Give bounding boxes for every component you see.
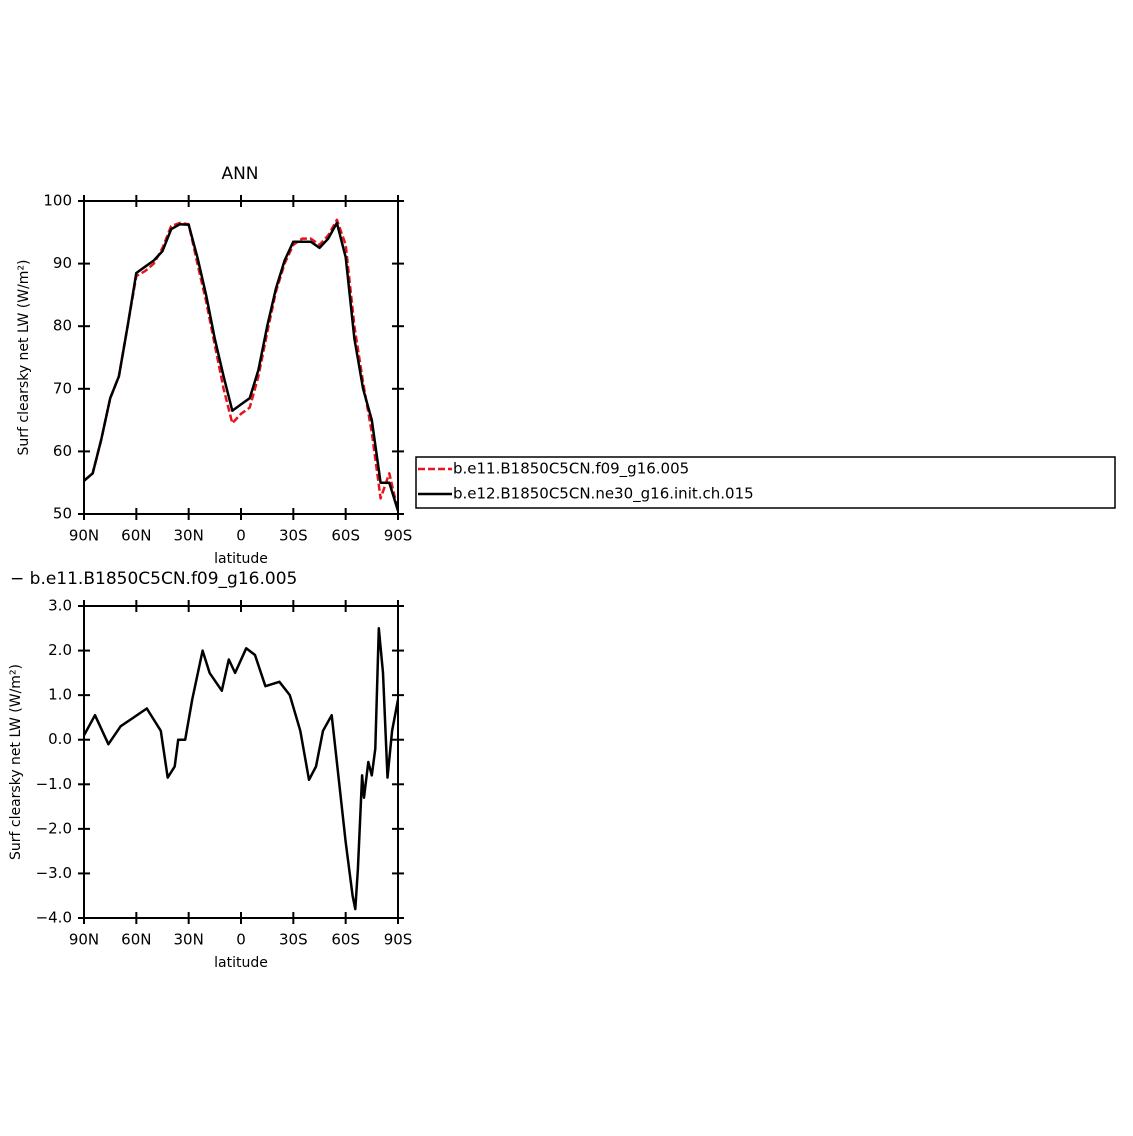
x-tick-label: 90S <box>384 931 413 949</box>
y-tick-label: 80 <box>53 317 72 335</box>
y-axis-label: Surf clearsky net LW (W/m²) <box>8 664 24 860</box>
legend-box <box>415 456 1116 509</box>
y-tick-label: 100 <box>43 192 72 210</box>
data-line <box>84 627 398 911</box>
x-tick-label: 30N <box>174 527 204 545</box>
data-line <box>84 221 398 512</box>
x-tick-label: 60N <box>121 931 151 949</box>
x-tick-label: 60S <box>331 931 360 949</box>
x-tick-label: 0 <box>236 931 246 949</box>
y-tick-label: −1.0 <box>36 775 72 793</box>
y-tick-label: 3.0 <box>48 597 72 615</box>
plot-frame <box>83 200 399 515</box>
y-tick-label: −4.0 <box>36 909 72 927</box>
y-tick-label: 70 <box>53 379 72 397</box>
x-tick-label: 0 <box>236 527 246 545</box>
data-line <box>84 218 398 512</box>
plot-frame <box>83 605 399 919</box>
legend-label: b.e11.B1850C5CN.f09_g16.005 <box>453 460 689 479</box>
y-axis-label: Surf clearsky net LW (W/m²) <box>16 259 32 455</box>
chart-title: ANN <box>221 164 258 184</box>
x-tick-label: 60S <box>331 527 360 545</box>
chart-title: − b.e11.B1850C5CN.f09_g16.005 <box>10 569 297 589</box>
y-tick-label: 1.0 <box>48 686 72 704</box>
x-tick-label: 30S <box>279 527 308 545</box>
x-tick-label: 90S <box>384 527 413 545</box>
x-tick-label: 30S <box>279 931 308 949</box>
legend-label: b.e12.B1850C5CN.ne30_g16.init.ch.015 <box>453 485 754 504</box>
y-tick-label: 0.0 <box>48 730 72 748</box>
x-tick-label: 30N <box>174 931 204 949</box>
y-tick-label: 60 <box>53 442 72 460</box>
x-tick-label: 60N <box>121 527 151 545</box>
y-tick-label: −2.0 <box>36 819 72 837</box>
x-tick-label: 90N <box>69 931 99 949</box>
y-tick-label: −3.0 <box>36 864 72 882</box>
x-axis-label: latitude <box>214 955 268 971</box>
x-axis-label: latitude <box>214 551 268 567</box>
y-tick-label: 50 <box>53 505 72 523</box>
y-tick-label: 90 <box>53 254 72 272</box>
y-tick-label: 2.0 <box>48 641 72 659</box>
x-tick-label: 90N <box>69 527 99 545</box>
